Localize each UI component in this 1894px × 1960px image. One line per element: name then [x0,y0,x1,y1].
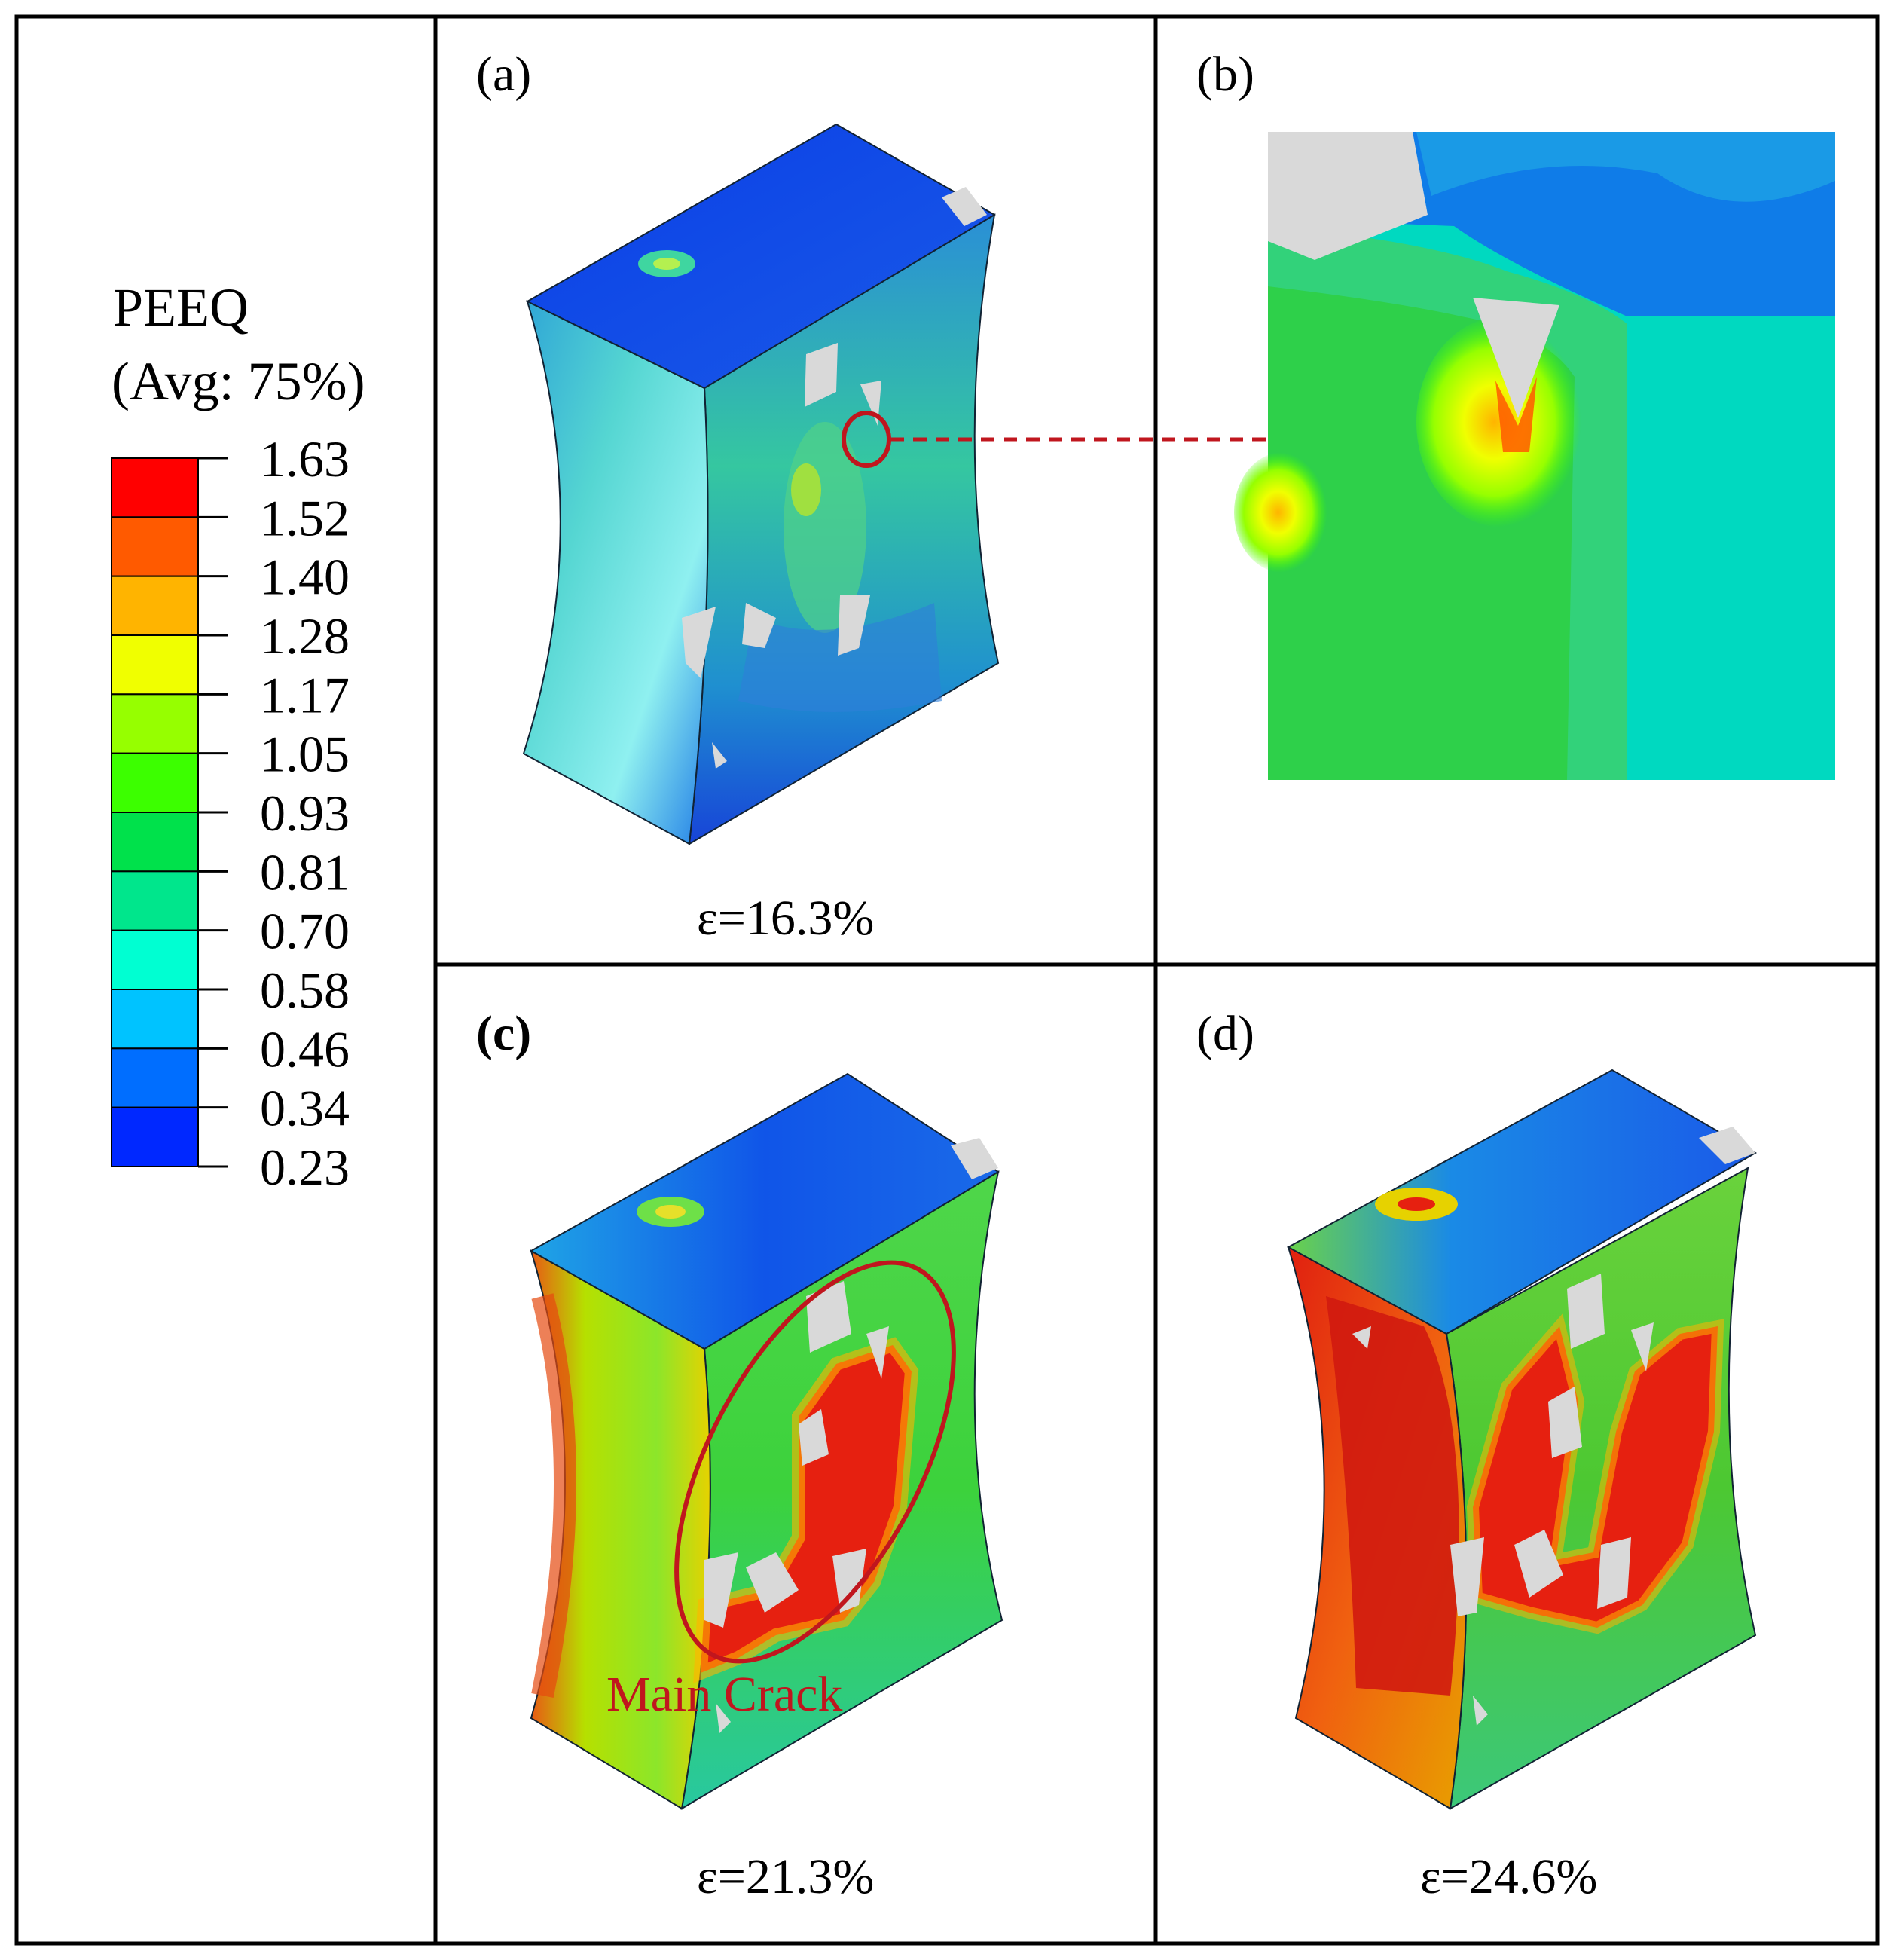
inclusion [1514,1530,1563,1598]
panel-c-label: (c) [476,1006,531,1061]
strain-band [738,603,942,712]
frame [14,14,1880,1946]
hot-spot [653,258,680,270]
specimen-a [522,123,1000,845]
main-crack-ellipse [674,1260,956,1664]
inclusion [742,603,776,648]
main-crack-annotation: Main Crack [606,1667,842,1722]
hot-spot [791,463,821,516]
inclusion [1597,1537,1631,1609]
legend-title: PEEQ [113,277,249,338]
inclusion [716,1703,731,1733]
legend: PEEQ (Avg: 75%) 1.631.521.401.281.171.05… [111,277,365,1196]
inclusion [746,1552,799,1613]
inclusion [838,595,870,656]
legend-band [111,457,199,518]
specimen-a-left-face [522,300,709,845]
inclusion [1567,1274,1605,1349]
hot-spot [1398,1197,1435,1211]
inclusion [1548,1387,1582,1458]
legend-value: 1.40 [260,549,350,606]
legend-value: 0.93 [260,784,350,842]
panel-a: (a) ε=16.3% [476,47,1435,946]
specimen-d [1286,1069,1757,1810]
panel-c-strain: ε=21.3% [697,1849,874,1904]
inclusion [1268,132,1428,260]
panel-b-label: (b) [1196,47,1254,102]
hot-spot [1495,377,1537,452]
legend-band [111,870,199,931]
legend-band [111,1106,199,1167]
legend-value: 0.70 [260,903,350,960]
panel-d-label: (d) [1196,1006,1254,1061]
zoomed-view [1234,132,1835,780]
hot-spot [655,1205,686,1219]
inclusion [1473,298,1559,418]
legend-band [111,693,199,754]
inclusion [805,343,838,407]
legend-value: 1.05 [260,726,350,783]
zoom-circle [842,411,891,468]
inclusion [682,607,716,678]
legend-value: 0.23 [260,1139,350,1196]
inclusion [942,187,987,226]
legend-value: 1.63 [260,430,350,488]
inclusion [1352,1326,1371,1349]
legend-band [111,516,199,577]
inclusion [832,1549,866,1613]
panel-c: (c) Main Crack ε=21.3% [476,1006,1004,1904]
legend-band [111,1047,199,1108]
legend-subtitle: (Avg: 75%) [112,351,365,411]
legend-band [111,752,199,814]
inclusion [1450,1537,1484,1616]
legend-value: 0.46 [260,1020,350,1078]
inclusion [866,1326,889,1379]
panel-a-label: (a) [476,47,531,102]
inclusion [806,1281,851,1353]
legend-value: 0.58 [260,962,350,1019]
specimen-a-top-face [525,123,996,390]
legend-value: 0.81 [260,843,350,900]
inclusion [1699,1127,1755,1164]
inclusion [1631,1322,1654,1371]
panel-d: (d) ε=24.6% [1196,1006,1757,1904]
specimen-c-top-face [529,1072,1000,1350]
legend-color-bar [111,457,199,1167]
panel-a-strain: ε=16.3% [697,891,874,946]
hot-spot [1234,452,1332,573]
legend-band [111,575,199,637]
legend-value: 1.52 [260,489,350,546]
legend-band [111,989,199,1050]
inclusion [704,1552,738,1628]
inclusion [712,742,727,769]
panel-d-strain: ε=24.6% [1420,1849,1597,1904]
legend-band [111,634,199,696]
legend-band [111,812,199,873]
inclusion [1473,1696,1488,1726]
legend-value: 1.28 [260,607,350,665]
legend-value: 1.17 [260,666,350,723]
inclusion [799,1409,829,1466]
legend-value: 0.34 [260,1080,350,1137]
legend-band [111,929,199,990]
specimen-c [529,1072,1004,1810]
inclusion [951,1138,998,1179]
legend-ticks: 1.631.521.401.281.171.050.930.810.700.58… [198,430,350,1196]
panel-b: (b) [1196,47,1835,780]
